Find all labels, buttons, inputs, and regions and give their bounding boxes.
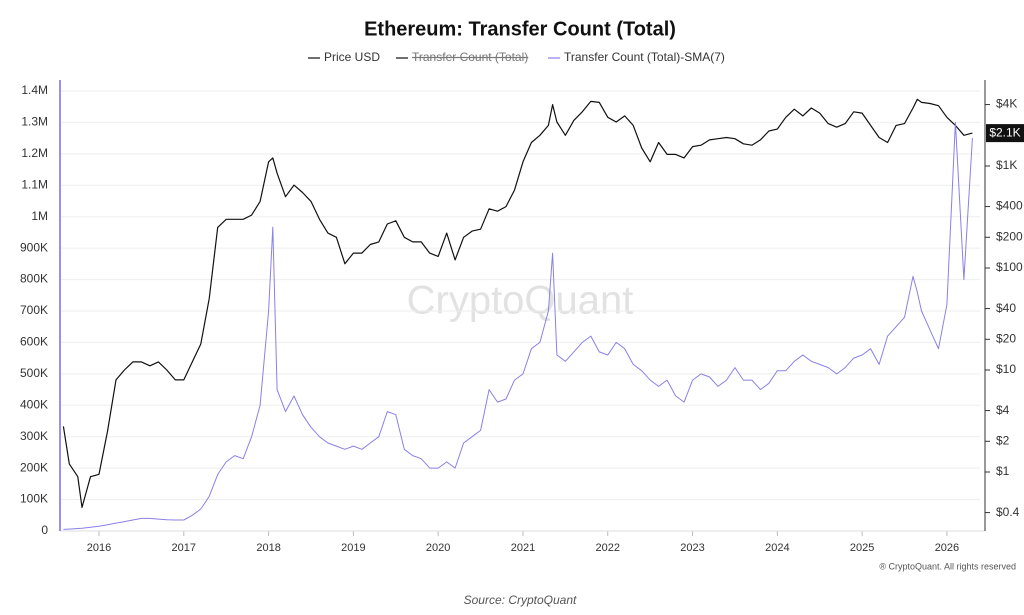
y2-tick-label: $200 xyxy=(996,229,1023,243)
y-tick-label: 200K xyxy=(20,460,48,474)
y-tick-label: 100K xyxy=(20,492,48,506)
x-tick-label: 2018 xyxy=(256,542,280,554)
x-tick-label: 2020 xyxy=(426,542,450,554)
y-tick-label: 600K xyxy=(20,335,48,349)
y-tick-label: 0 xyxy=(41,523,48,537)
series-line xyxy=(62,98,973,508)
x-tick-label: 2026 xyxy=(935,542,959,554)
y-tick-label: 900K xyxy=(20,240,48,254)
legend-label[interactable]: Transfer Count (Total) xyxy=(412,50,528,64)
copyright: ® CryptoQuant. All rights reserved xyxy=(879,561,1016,571)
y-tick-label: 1.3M xyxy=(21,115,48,129)
x-tick-label: 2017 xyxy=(172,542,196,554)
y2-tick-label: $2 xyxy=(996,433,1010,447)
y-tick-label: 1.1M xyxy=(21,177,48,191)
price-label: $2.1K xyxy=(989,125,1020,139)
y-tick-label: 500K xyxy=(20,366,48,380)
y2-tick-label: $10 xyxy=(996,362,1016,376)
y-tick-label: 1.4M xyxy=(21,83,48,97)
x-tick-label: 2023 xyxy=(680,542,704,554)
legend-label[interactable]: Transfer Count (Total)-SMA(7) xyxy=(564,50,725,64)
source: Source: CryptoQuant xyxy=(464,593,577,607)
y2-tick-label: $40 xyxy=(996,301,1016,315)
chart-title: Ethereum: Transfer Count (Total) xyxy=(364,18,676,40)
x-tick-label: 2022 xyxy=(596,542,620,554)
y-tick-label: 300K xyxy=(20,429,48,443)
y2-tick-label: $1K xyxy=(996,158,1017,172)
y2-tick-label: $4K xyxy=(996,97,1017,111)
watermark: CryptoQuant xyxy=(407,279,634,323)
x-tick-label: 2021 xyxy=(511,542,535,554)
y-tick-label: 400K xyxy=(20,397,48,411)
y2-tick-label: $400 xyxy=(996,199,1023,213)
x-tick-label: 2024 xyxy=(765,542,789,554)
y2-tick-label: $4 xyxy=(996,403,1010,417)
legend-label[interactable]: Price USD xyxy=(324,50,380,64)
price-label-box xyxy=(986,124,1024,143)
y-tick-label: 800K xyxy=(20,272,48,286)
x-tick-label: 2016 xyxy=(87,542,111,554)
series-line xyxy=(63,121,973,530)
y-tick-label: 1.2M xyxy=(21,146,48,160)
y2-tick-label: $20 xyxy=(996,331,1016,345)
y-tick-label: 700K xyxy=(20,303,48,317)
x-tick-label: 2025 xyxy=(850,542,874,554)
y2-tick-label: $100 xyxy=(996,260,1023,274)
y2-tick-label: $0.4 xyxy=(996,505,1020,519)
x-tick-label: 2019 xyxy=(341,542,365,554)
y2-tick-label: $1 xyxy=(996,464,1010,478)
y-tick-label: 1M xyxy=(31,209,48,223)
